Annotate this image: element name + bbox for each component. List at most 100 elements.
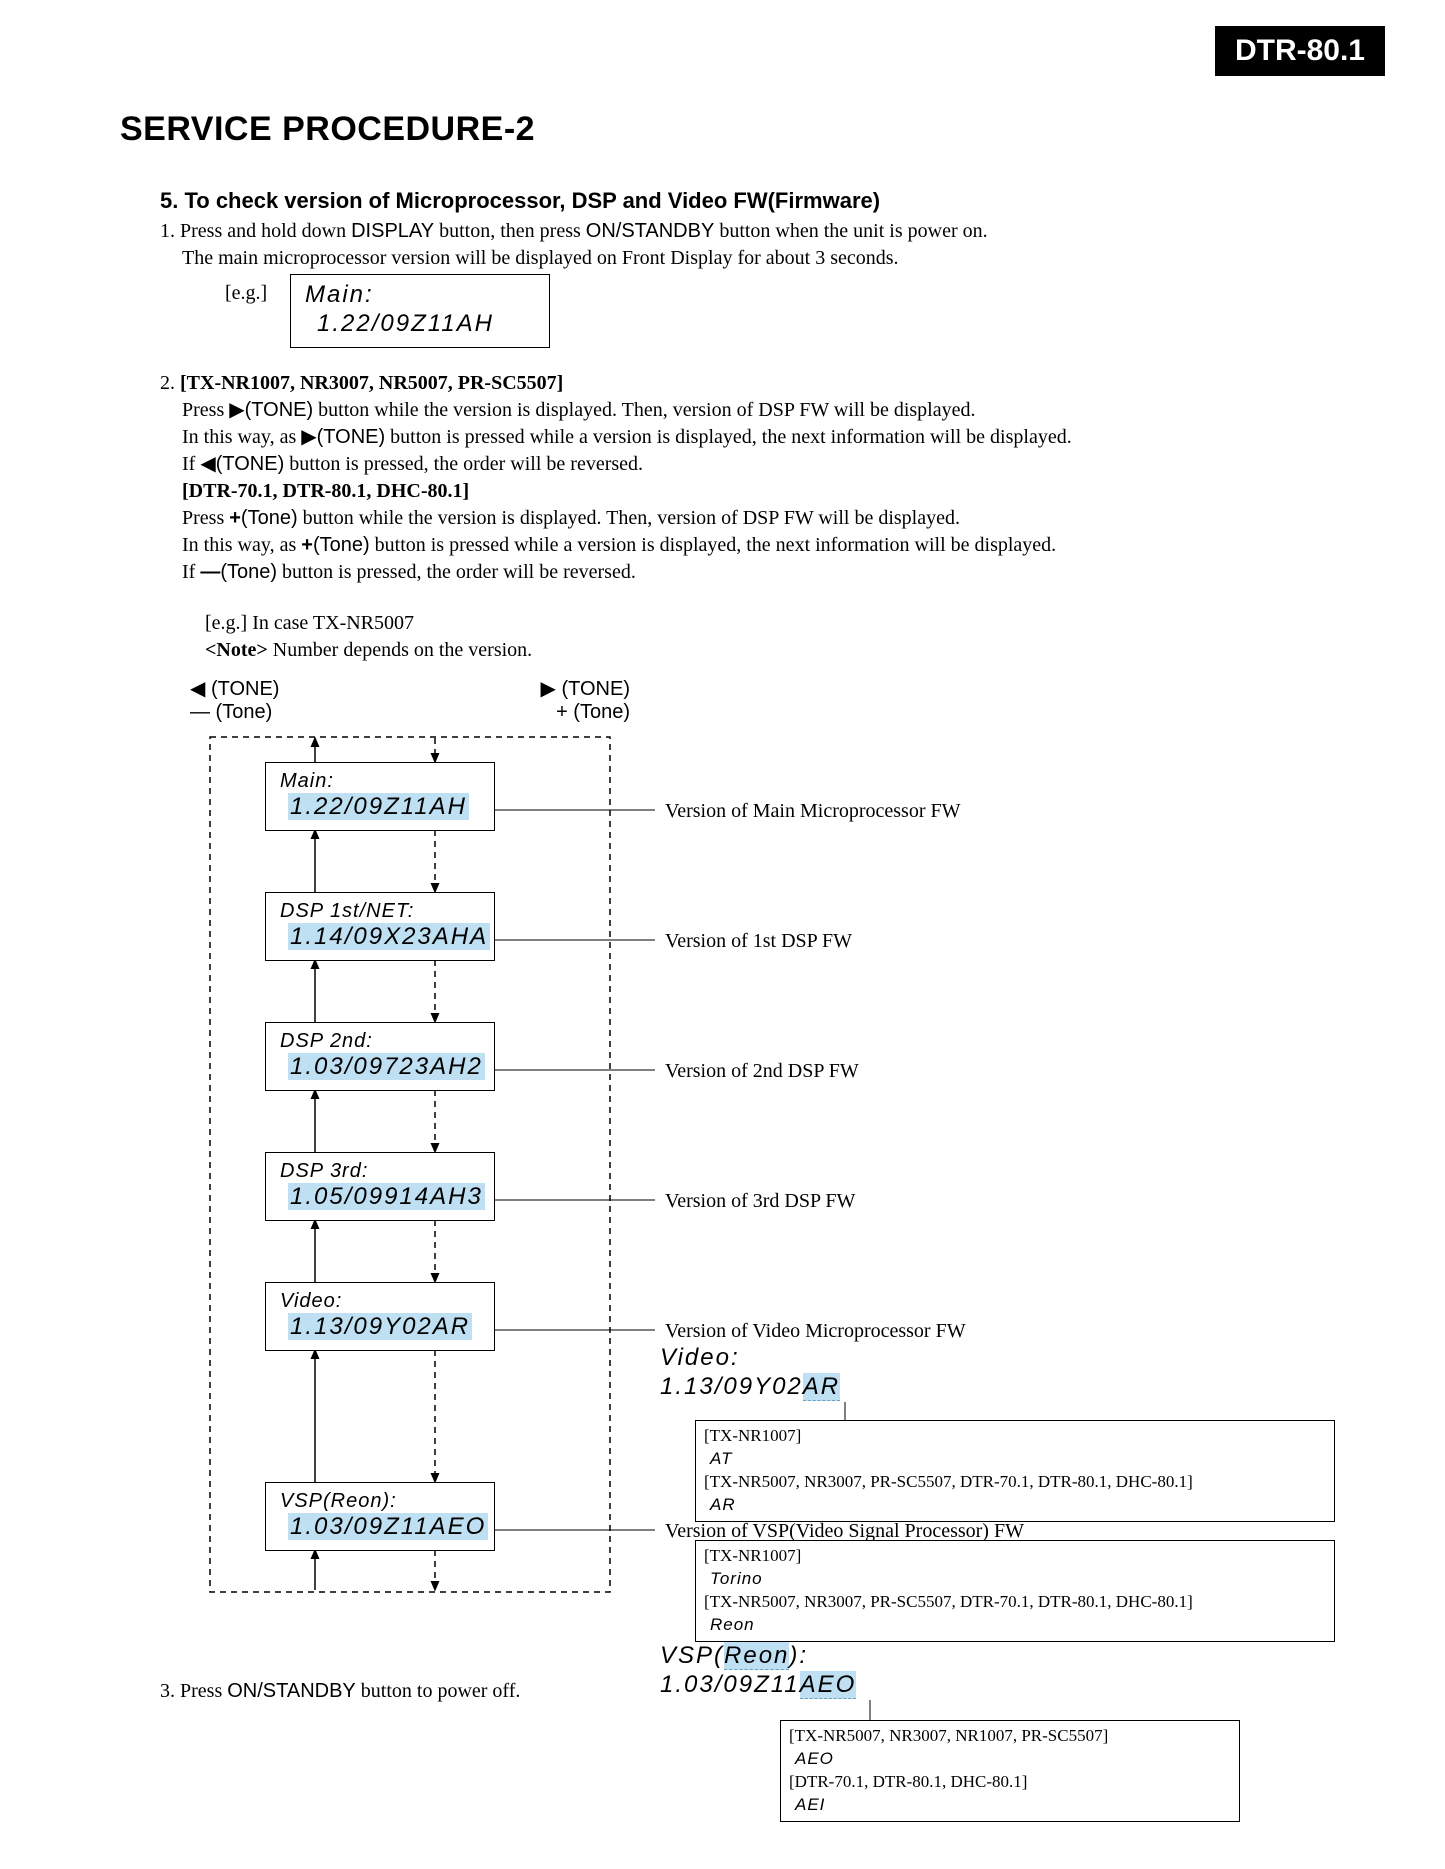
vsp-echo-l1a: VSP( — [660, 1642, 724, 1669]
note-label: <Note> — [205, 639, 268, 661]
tone-direction-labels: ◀ (TONE) ▶ (TONE) — (Tone) + (Tone) — [190, 676, 630, 724]
box-vsp-l2: 1.03/09Z11AEO — [288, 1513, 488, 1540]
step3-a: 3. Press — [160, 1680, 227, 1702]
box-dsp1-l1: DSP 1st/NET: — [280, 899, 480, 923]
vsp-echo-l2a: 1.03/09Z11 — [660, 1671, 800, 1698]
vsp-echo-l1c: ): — [789, 1642, 808, 1669]
page: DTR-80.1 SERVICE PROCEDURE-2 5. To check… — [0, 0, 1445, 1869]
tone-label-2: (TONE) — [317, 426, 386, 448]
box-dsp2-l1: DSP 2nd: — [280, 1029, 480, 1053]
ivsp-r1: [TX-NR1007] — [704, 1545, 1326, 1568]
step3-btn: ON/STANDBY — [227, 1680, 356, 1702]
section-5-title: 5. To check version of Microprocessor, D… — [160, 188, 880, 214]
desc-dsp1: Version of 1st DSP FW — [665, 930, 852, 953]
step-1-text: 1. Press and hold down DISPLAY button, t… — [160, 218, 1290, 272]
s2l3b: button is pressed, the order will be rev… — [284, 453, 643, 475]
info-box-video-suffix: [TX-NR1007] AT [TX-NR5007, NR3007, PR-SC… — [695, 1420, 1335, 1522]
video-echo: Video: 1.13/09Y02AR — [660, 1344, 840, 1402]
s2l5b: button is pressed while a version is dis… — [370, 534, 1057, 556]
tone-label-1: (TONE) — [245, 399, 314, 421]
s2l1a: Press — [182, 399, 229, 421]
step2-models1: [TX-NR1007, NR3007, NR5007, PR-SC5507] — [180, 372, 563, 394]
box-dsp1-l2: 1.14/09X23AHA — [288, 923, 490, 950]
eg-label: [e.g.] — [225, 282, 267, 305]
s2l4a: Press — [182, 507, 229, 529]
tone-label-3: (TONE) — [216, 453, 285, 475]
step1-c: button when the unit is power on. — [714, 220, 987, 242]
note-block: [e.g.] In case TX-NR5007 <Note> Number d… — [205, 610, 532, 664]
s2l3a: If — [182, 453, 200, 475]
step3-b: button to power off. — [356, 1680, 521, 1702]
s2l2b: button is pressed while a version is dis… — [385, 426, 1072, 448]
iaeo-r2: [DTR-70.1, DTR-80.1, DHC-80.1] — [789, 1771, 1231, 1794]
box-vsp-l1: VSP(Reon): — [280, 1489, 480, 1513]
version-flow-diagram: Main: 1.22/09Z11AH Version of Main Micro… — [205, 732, 1385, 1602]
box-dsp2: DSP 2nd: 1.03/09723AH2 — [265, 1022, 495, 1091]
s2l1b: button while the version is displayed. T… — [313, 399, 975, 421]
box-dsp2-l2: 1.03/09723AH2 — [288, 1053, 485, 1080]
tone-left-bot: — (Tone) — [190, 701, 272, 724]
vsp-echo-reon: Reon — [724, 1642, 789, 1670]
step2-models2: [DTR-70.1, DTR-80.1, DHC-80.1] — [182, 478, 469, 505]
iv-r2: [TX-NR5007, NR3007, PR-SC5507, DTR-70.1,… — [704, 1471, 1326, 1494]
page-title: SERVICE PROCEDURE-2 — [120, 110, 535, 149]
vsp-echo: VSP(Reon): 1.03/09Z11AEO — [660, 1642, 856, 1700]
box-dsp1: DSP 1st/NET: 1.14/09X23AHA — [265, 892, 495, 961]
s2l5a: In this way, as — [182, 534, 301, 556]
box-main-l2: 1.22/09Z11AH — [288, 793, 469, 820]
model-badge: DTR-80.1 — [1215, 26, 1385, 76]
rev-play-icon: ◀ — [200, 453, 215, 475]
vsp-echo-aeo: AEO — [800, 1671, 857, 1699]
box-main: Main: 1.22/09Z11AH — [265, 762, 495, 831]
info-box-vsp-name: [TX-NR1007] Torino [TX-NR5007, NR3007, P… — [695, 1540, 1335, 1642]
eg-box-l1: Main: — [305, 281, 535, 310]
eg-box-l2: 1.22/09Z11AH — [317, 310, 535, 339]
iaeo-r1c: AEO — [795, 1748, 1231, 1771]
box-main-l1: Main: — [280, 769, 480, 793]
tone-label-5: (Tone) — [313, 534, 370, 556]
video-echo-l1: Video: — [660, 1344, 840, 1373]
play-icon: ▶ — [301, 426, 316, 448]
video-echo-ar: AR — [803, 1373, 840, 1401]
step1-line2: The main microprocessor version will be … — [182, 247, 899, 269]
box-dsp3-l1: DSP 3rd: — [280, 1159, 480, 1183]
video-echo-l2a: 1.13/09Y02 — [660, 1373, 803, 1400]
minus-icon: — — [200, 561, 220, 583]
note-text: Number depends on the version. — [268, 639, 532, 661]
step-3-text: 3. Press ON/STANDBY button to power off. — [160, 1680, 520, 1703]
ivsp-r2c: Reon — [710, 1614, 1326, 1637]
display-button-label: DISPLAY — [351, 220, 434, 242]
tone-left-top: ◀ (TONE) — [190, 676, 279, 701]
step-2-text: 2. [TX-NR1007, NR3007, NR5007, PR-SC5507… — [160, 370, 1340, 586]
note-eg: [e.g.] In case TX-NR5007 — [205, 612, 414, 634]
tone-label-6: (Tone) — [220, 561, 277, 583]
iaeo-r1: [TX-NR5007, NR3007, NR1007, PR-SC5507] — [789, 1725, 1231, 1748]
box-video-l2: 1.13/09Y02AR — [288, 1313, 472, 1340]
plus-icon: + — [229, 507, 241, 529]
info-box-aeo: [TX-NR5007, NR3007, NR1007, PR-SC5507] A… — [780, 1720, 1240, 1822]
step2-num: 2. — [160, 372, 180, 394]
ivsp-r1c: Torino — [710, 1568, 1326, 1591]
iv-r1: [TX-NR1007] — [704, 1425, 1326, 1448]
desc-dsp3: Version of 3rd DSP FW — [665, 1190, 855, 1213]
desc-dsp2: Version of 2nd DSP FW — [665, 1060, 859, 1083]
box-video: Video: 1.13/09Y02AR — [265, 1282, 495, 1351]
iaeo-r2c: AEI — [795, 1794, 1231, 1817]
iv-r1c: AT — [710, 1448, 1326, 1471]
box-dsp3: DSP 3rd: 1.05/09914AH3 — [265, 1152, 495, 1221]
desc-main: Version of Main Microprocessor FW — [665, 800, 961, 823]
play-icon: ▶ — [229, 399, 244, 421]
s2l2a: In this way, as — [182, 426, 301, 448]
box-video-l1: Video: — [280, 1289, 480, 1313]
onstandby-button-label: ON/STANDBY — [586, 220, 715, 242]
s2l4b: button while the version is displayed. T… — [298, 507, 960, 529]
s2l6a: If — [182, 561, 200, 583]
example-display-box: Main: 1.22/09Z11AH — [290, 274, 550, 348]
step1-a: 1. Press and hold down — [160, 220, 351, 242]
tone-right-top: ▶ (TONE) — [541, 676, 630, 701]
plus-icon: + — [301, 534, 313, 556]
step1-b: button, then press — [434, 220, 586, 242]
s2l6b: button is pressed, the order will be rev… — [277, 561, 636, 583]
tone-right-bot: + (Tone) — [556, 701, 630, 724]
iv-r2c: AR — [710, 1494, 1326, 1517]
